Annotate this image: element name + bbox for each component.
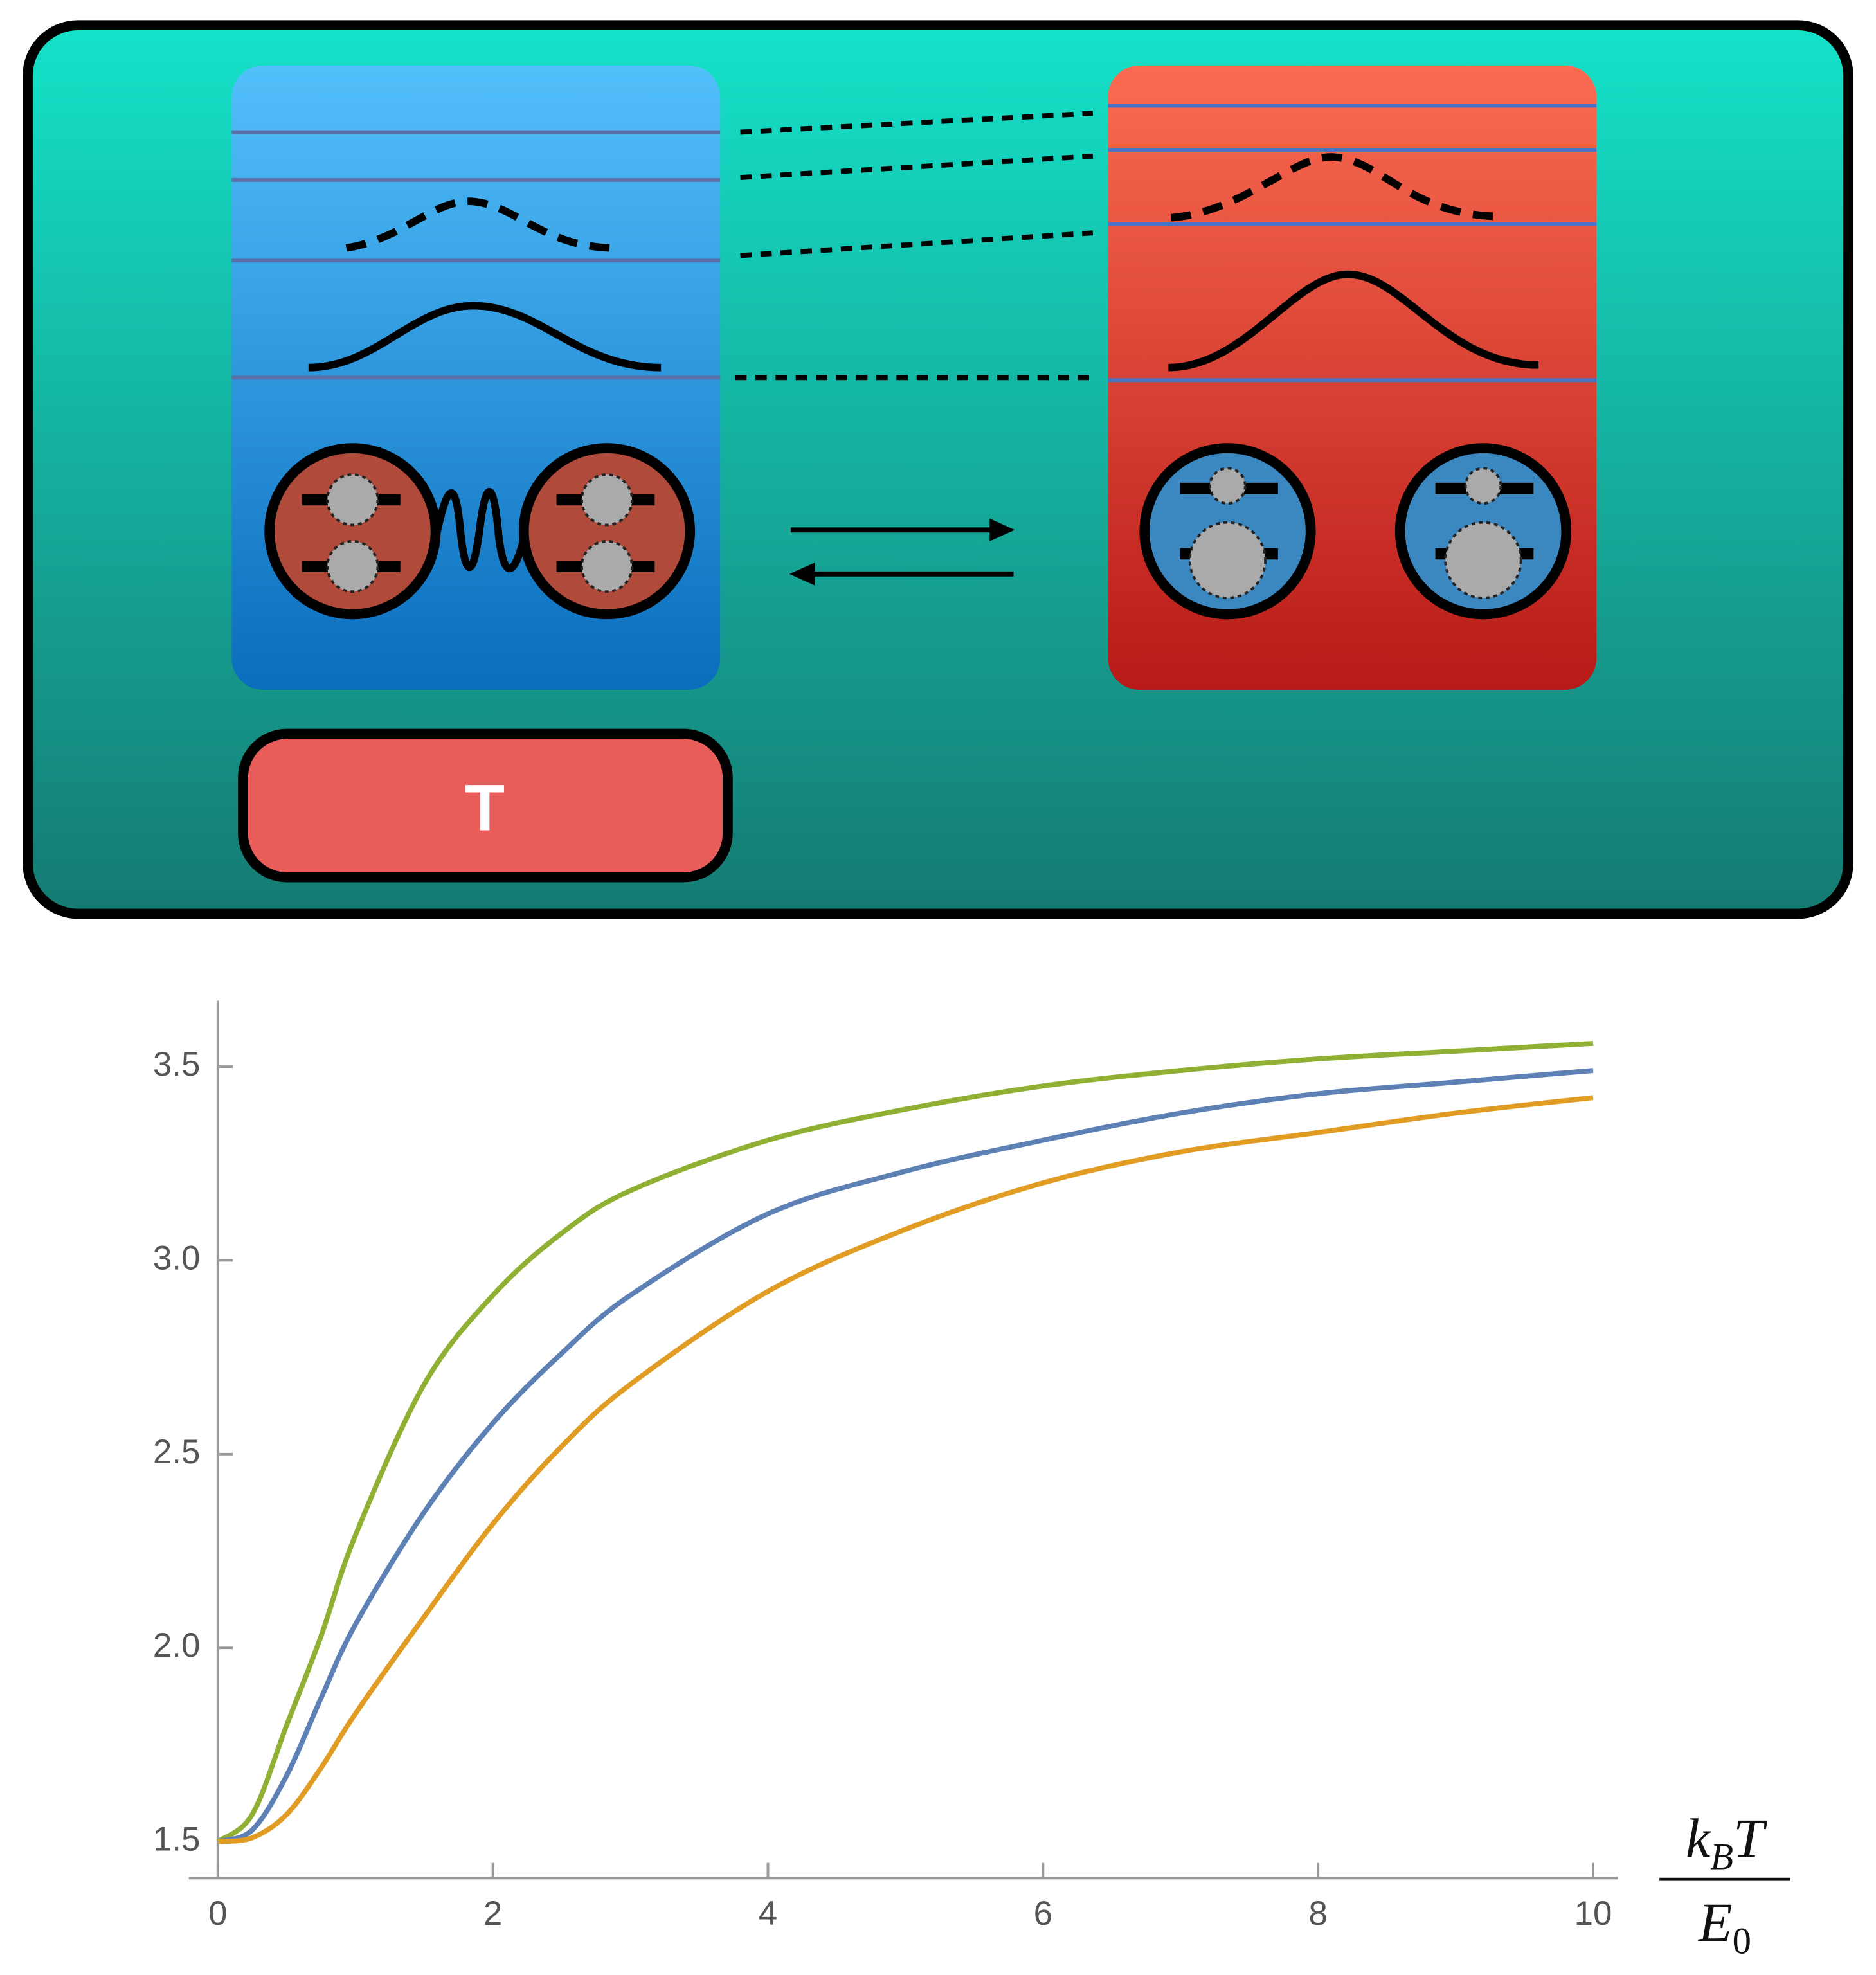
- series-line: [216, 1040, 1594, 1844]
- energy-levels-left: [231, 130, 721, 380]
- label-part: E: [1697, 1891, 1733, 1953]
- y-tick-label: 2.0: [153, 1627, 200, 1664]
- x-tick-label: 6: [1034, 1895, 1052, 1933]
- label-part: T: [1733, 1807, 1767, 1869]
- x-tick-label: 4: [759, 1895, 777, 1933]
- x-tick-label: 2: [483, 1895, 502, 1933]
- label-part: B: [1710, 1836, 1733, 1878]
- series-line: [217, 1068, 1594, 1844]
- x-axis-label-numerator: kBT: [1686, 1807, 1767, 1878]
- energy-levels-right: [1108, 104, 1597, 383]
- y-tick-label: 3.0: [153, 1239, 200, 1277]
- label-part: 0: [1733, 1920, 1751, 1962]
- temperature-button[interactable]: [238, 728, 733, 883]
- x-tick-label: 0: [208, 1895, 227, 1933]
- diagram: T: [23, 20, 1853, 919]
- y-tick-label: 1.5: [153, 1821, 200, 1859]
- y-tick-label: 3.5: [153, 1045, 200, 1083]
- x-tick-label: 8: [1308, 1895, 1327, 1933]
- button-label: T: [465, 771, 505, 845]
- free-atoms: [1139, 443, 1572, 620]
- x-tick-label: 10: [1574, 1895, 1612, 1933]
- y-tick-label: 2.5: [153, 1433, 200, 1471]
- x-axis-label-denominator: E0: [1697, 1891, 1751, 1962]
- bound-atoms: [264, 443, 696, 620]
- equilibrium-arrows: [789, 518, 1015, 586]
- label-part: k: [1686, 1807, 1711, 1869]
- wavefunctions: [308, 153, 1539, 372]
- series-line: [217, 1095, 1594, 1844]
